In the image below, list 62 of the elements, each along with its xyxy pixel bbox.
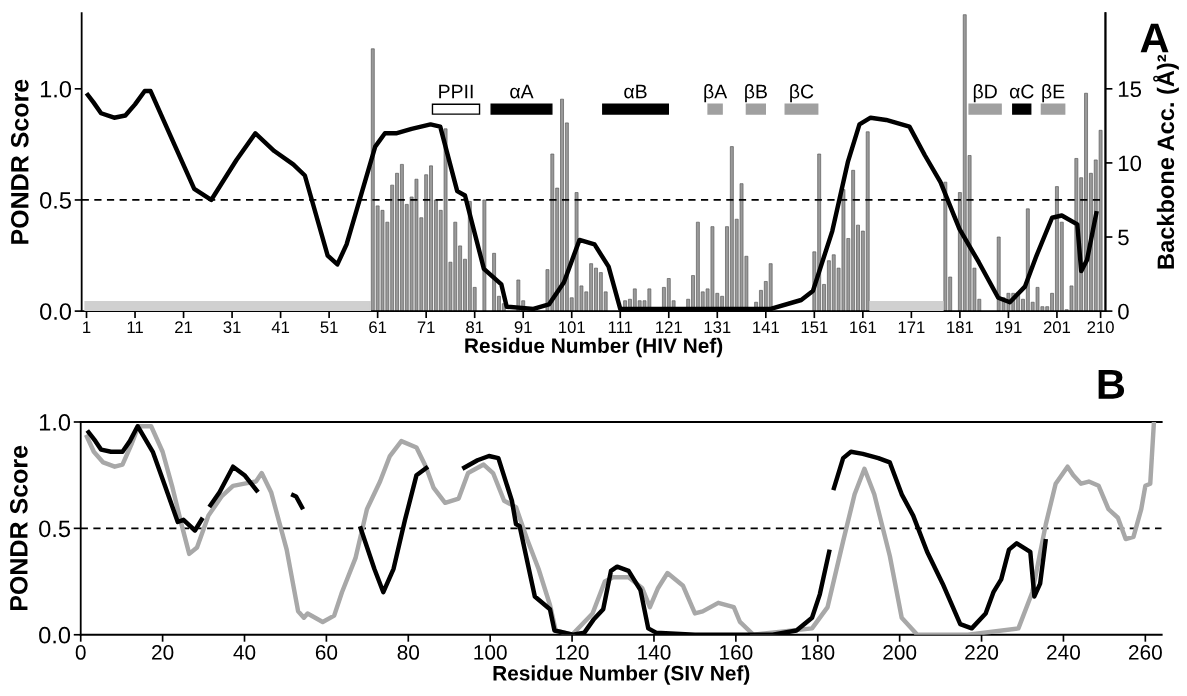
x-tick-label: 20	[152, 645, 174, 660]
x-tick-label: 160	[720, 645, 753, 660]
y-tick-label: 0.5	[39, 520, 71, 538]
y-tick-label: 0.5	[40, 192, 71, 209]
x-tick-label: 101	[559, 321, 585, 334]
y2-tick-label: 0	[1118, 303, 1129, 320]
x-tick-label: 80	[397, 645, 420, 660]
x-tick-label: 21	[175, 321, 193, 333]
series-label: PPII	[439, 84, 473, 99]
text: B	[1098, 370, 1125, 399]
series-label: βB	[745, 84, 767, 103]
x-tick-label: 0	[75, 645, 86, 660]
x-tick-label: 140	[638, 645, 671, 660]
y-tick-label: 1.0	[39, 414, 71, 431]
x-tick-label: 120	[556, 645, 589, 660]
x-tick-label: 181	[947, 321, 973, 334]
y-tick-label: 1.0	[40, 80, 72, 98]
y-axis-title: PONDR Score	[10, 79, 29, 244]
x-tick-label: 31	[223, 321, 241, 334]
text: A	[1140, 23, 1169, 53]
x-tick-label: 41	[271, 321, 290, 333]
x-tick-label: 121	[656, 321, 682, 333]
x-tick-label: 60	[315, 645, 338, 660]
x-tick-label: 71	[417, 321, 435, 333]
x-tick-label: 161	[850, 321, 876, 334]
x-tick-label: 100	[474, 645, 507, 660]
x-tick-label: 91	[514, 321, 532, 334]
x-tick-label: 51	[320, 321, 338, 334]
x-tick-label: 171	[898, 321, 925, 333]
series-label: βC	[790, 84, 814, 103]
x-tick-label: 131	[704, 321, 731, 334]
x-tick-label: 151	[801, 321, 828, 334]
x-tick-label: 40	[233, 645, 256, 660]
x-tick-label: 240	[1047, 645, 1081, 660]
series-label: βA	[704, 84, 728, 103]
x-axis-title: Residue Number (HIV Nef)	[465, 337, 723, 358]
series-label: αA	[510, 84, 534, 99]
x-tick-label: 200	[883, 645, 917, 660]
series-label: αC	[1009, 84, 1034, 99]
x-tick-label: 191	[995, 321, 1022, 334]
x-axis-title: Residue Number (SIV Nef)	[493, 665, 750, 685]
x-tick-label: 220	[965, 645, 999, 660]
x-tick-label: 180	[801, 645, 835, 660]
x-tick-label: 61	[369, 321, 387, 334]
x-tick-label: 210	[1087, 321, 1114, 334]
x-tick-label: 1	[83, 321, 91, 333]
x-tick-label: 201	[1043, 321, 1071, 334]
series-label: βE	[1042, 84, 1065, 103]
y2-tick-label: 15	[1118, 81, 1142, 98]
y-tick-label: 0.0	[39, 626, 71, 644]
x-tick-label: 141	[753, 321, 779, 333]
y-tick-label: 0.0	[40, 303, 72, 320]
y2-axis-title: Backbone Acc. (Å)²	[1153, 54, 1179, 269]
series-label: βD	[973, 84, 997, 103]
x-tick-label: 260	[1129, 645, 1162, 660]
x-tick-label: 81	[466, 321, 484, 334]
y2-tick-label: 10	[1118, 155, 1142, 172]
y-axis-title: PONDR Score	[9, 445, 28, 611]
series-label: αB	[624, 84, 647, 99]
y2-tick-label: 5	[1118, 229, 1129, 246]
x-tick-label: 11	[127, 321, 143, 333]
x-tick-label: 111	[608, 321, 633, 333]
